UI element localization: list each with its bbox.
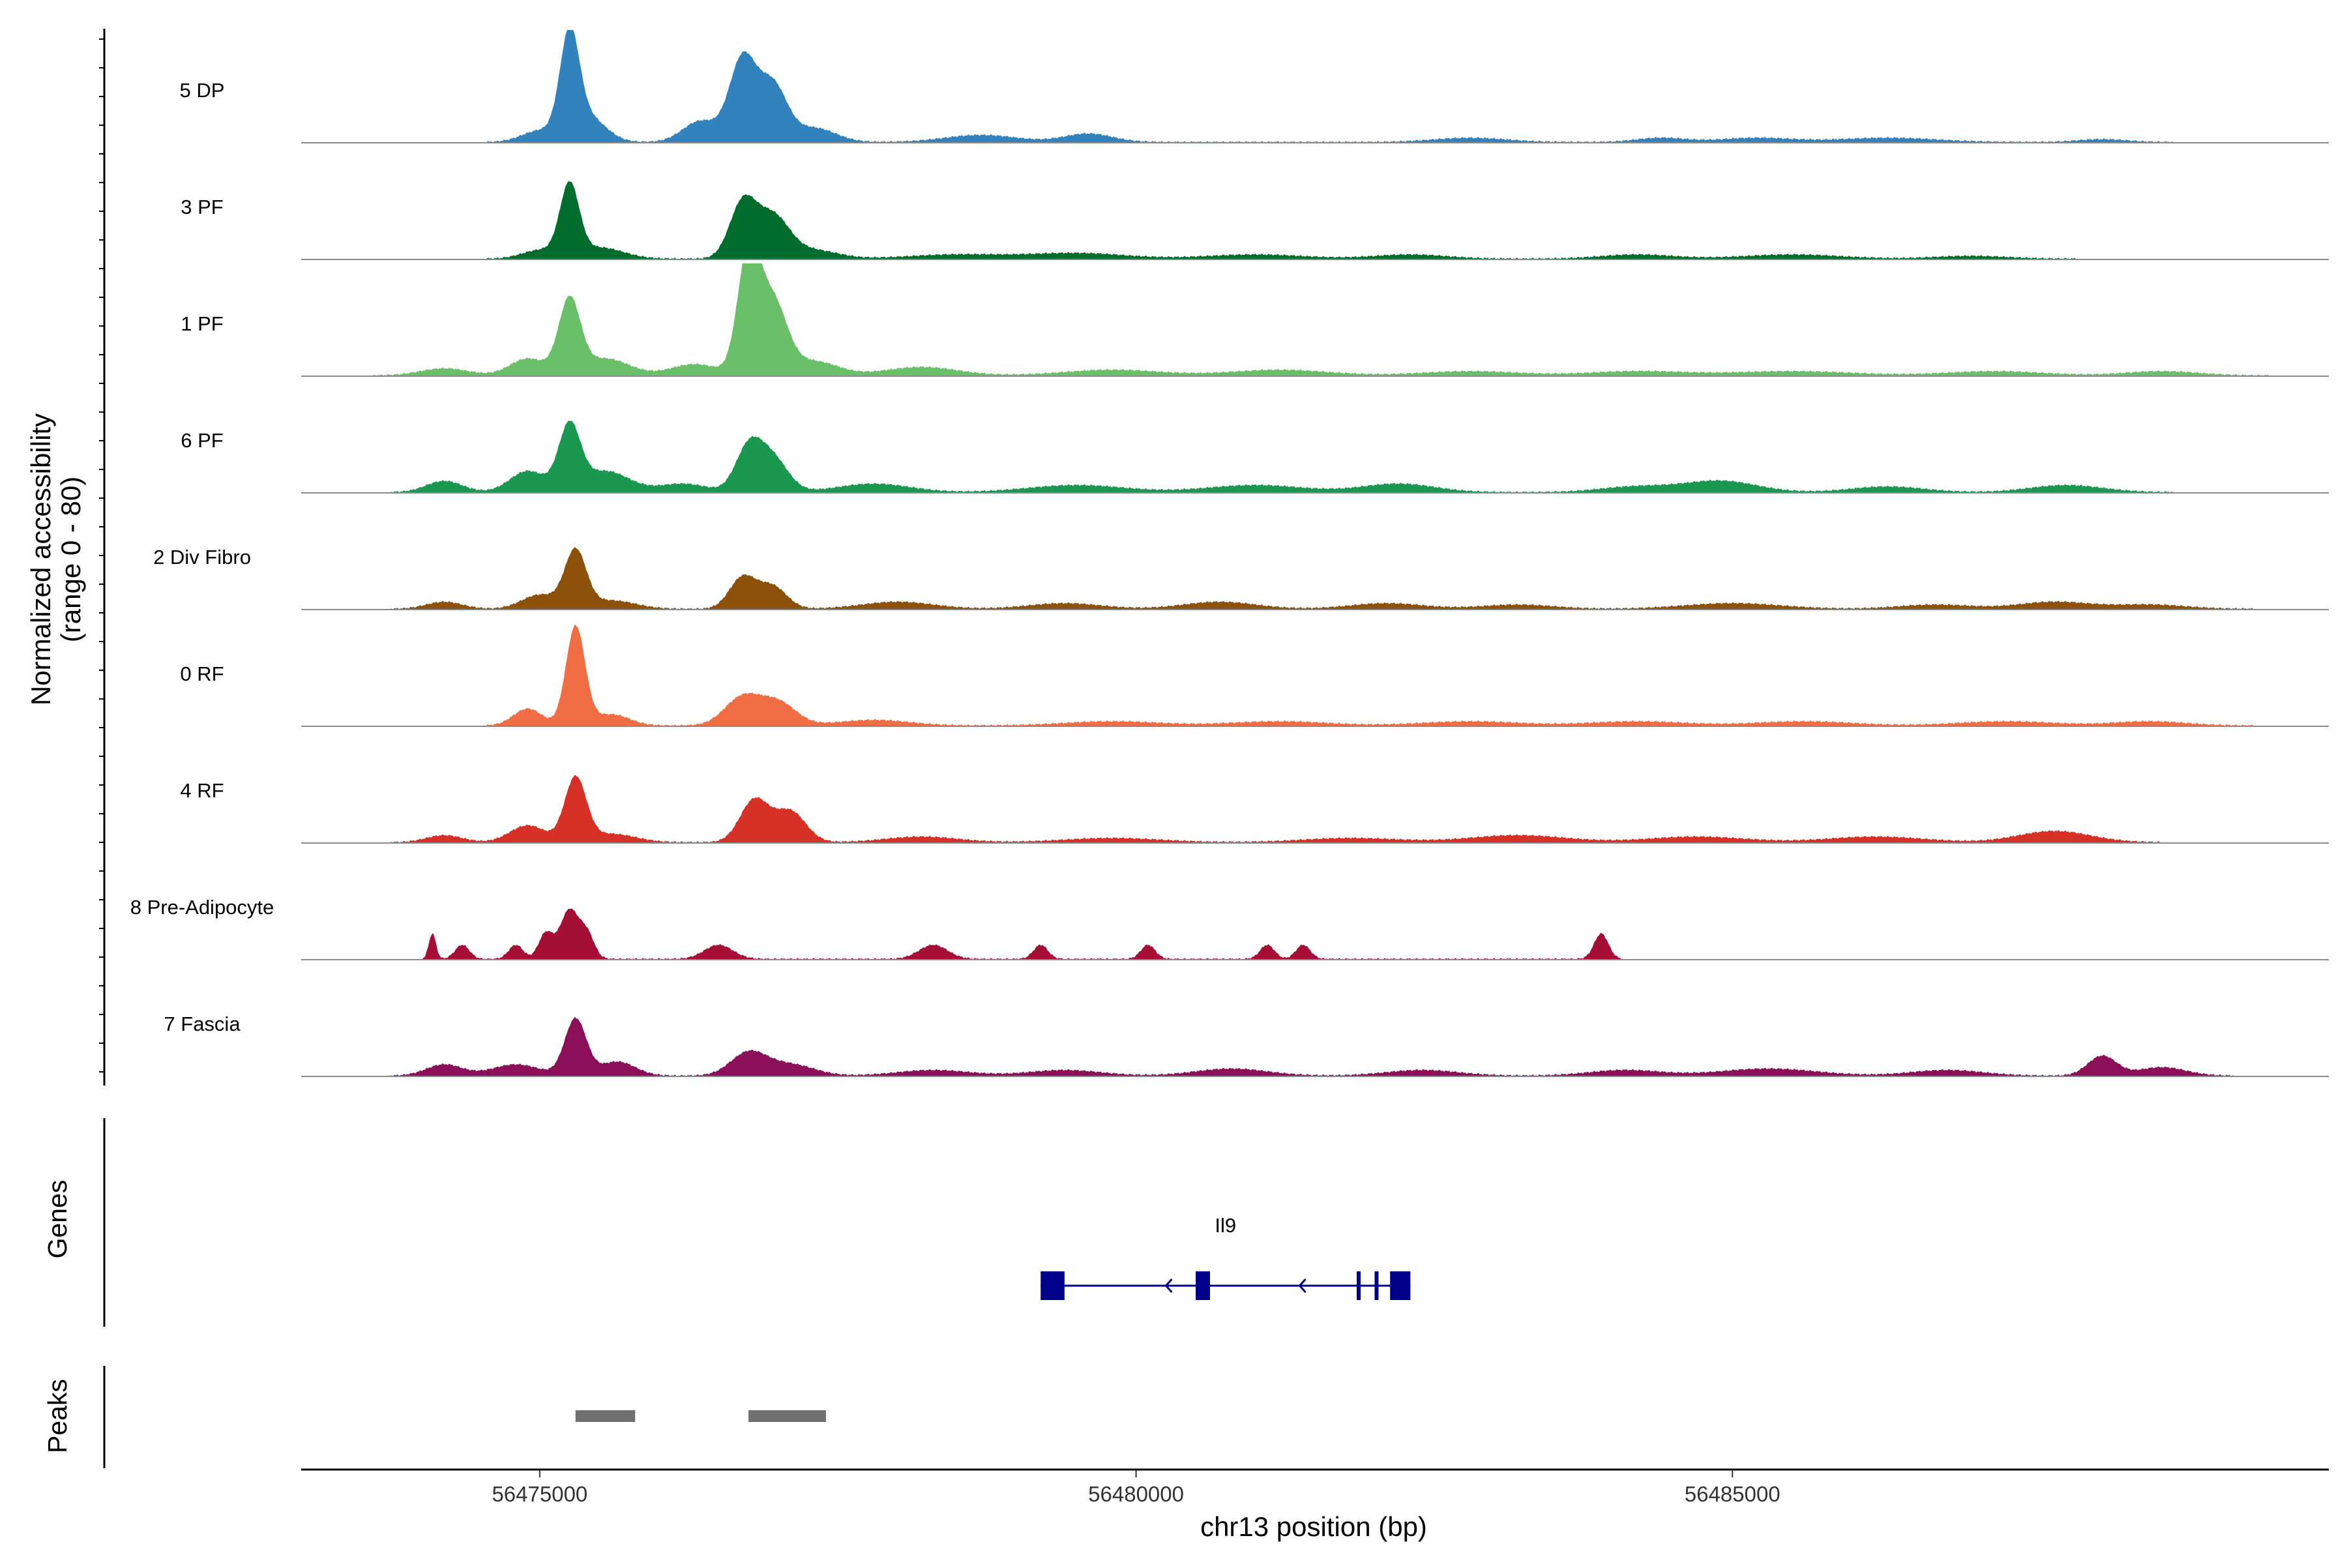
track-0-rf: 0 RF xyxy=(180,625,2329,727)
track-6-pf: 6 PF xyxy=(181,421,2329,494)
track-label: 3 PF xyxy=(181,196,223,218)
genes-panel-title: Genes xyxy=(42,1180,72,1259)
gene-exon-4 xyxy=(1390,1271,1411,1300)
gene-exon-3 xyxy=(1374,1271,1379,1300)
peak-bar-0 xyxy=(575,1410,636,1422)
track-label: 4 RF xyxy=(180,779,224,802)
coverage-tracks: 5 DP 3 PF 1 PF 6 PF 2 Div Fibro 0 RF 4 RF 8 Pre… xyxy=(130,30,2329,1077)
gene-label: Il9 xyxy=(1215,1214,1236,1237)
x-tick-label: 56480000 xyxy=(1088,1482,1184,1506)
peaks-panel-title: Peaks xyxy=(42,1379,72,1453)
coverage-area-6 xyxy=(391,775,2162,843)
coverage-area-7 xyxy=(421,908,1623,960)
x-tick-label: 56475000 xyxy=(492,1482,587,1506)
genes-panel: Genes Il9 xyxy=(42,1118,1411,1327)
coverage-area-1 xyxy=(486,181,2078,259)
track-label: 0 RF xyxy=(180,662,224,685)
track-label: 6 PF xyxy=(181,429,223,452)
coverage-area-5 xyxy=(484,625,2258,726)
peaks-panel: Peaks xyxy=(42,1366,826,1468)
x-tick-label: 56485000 xyxy=(1685,1482,1780,1506)
strand-arrow xyxy=(1164,1278,1173,1294)
strand-arrow xyxy=(1298,1278,1306,1294)
coverage-y-axis xyxy=(99,29,106,1086)
track-1-pf: 1 PF xyxy=(181,263,2329,377)
track-label: 1 PF xyxy=(181,312,223,335)
track-2-div-fibro: 2 Div Fibro xyxy=(153,546,2329,610)
y-axis-title: Normalized accessibility (range 0 - 80) xyxy=(25,413,86,705)
coverage-area-8 xyxy=(391,1017,2234,1076)
track-label: 8 Pre-Adipocyte xyxy=(130,896,274,919)
x-axis: chr13 position (bp) 56475000 56480000 5648… xyxy=(301,1468,2329,1542)
track-4-rf: 4 RF xyxy=(180,775,2329,844)
coverage-area-0 xyxy=(486,30,2174,143)
gene-exon-0 xyxy=(1041,1271,1065,1300)
track-label: 2 Div Fibro xyxy=(153,546,251,569)
y-axis-title-line1: Normalized accessibility xyxy=(25,413,56,705)
gene-exon-2 xyxy=(1357,1271,1361,1300)
track-8-pre-adipocyte: 8 Pre-Adipocyte xyxy=(130,896,2329,960)
x-axis-title: chr13 position (bp) xyxy=(1200,1511,1427,1542)
track-3-pf: 3 PF xyxy=(181,181,2329,260)
y-axis-title-line2: (range 0 - 80) xyxy=(55,477,86,642)
track-label: 7 Fascia xyxy=(164,1013,241,1035)
gene-exon-1 xyxy=(1196,1271,1211,1300)
peak-bar-1 xyxy=(748,1410,826,1422)
track-7-fascia: 7 Fascia xyxy=(164,1013,2329,1077)
track-5-dp: 5 DP xyxy=(180,30,2329,143)
track-label: 5 DP xyxy=(180,79,225,102)
coverage-area-2 xyxy=(372,263,2269,376)
coverage-area-4 xyxy=(391,547,2258,610)
coverage-area-3 xyxy=(391,421,2174,493)
